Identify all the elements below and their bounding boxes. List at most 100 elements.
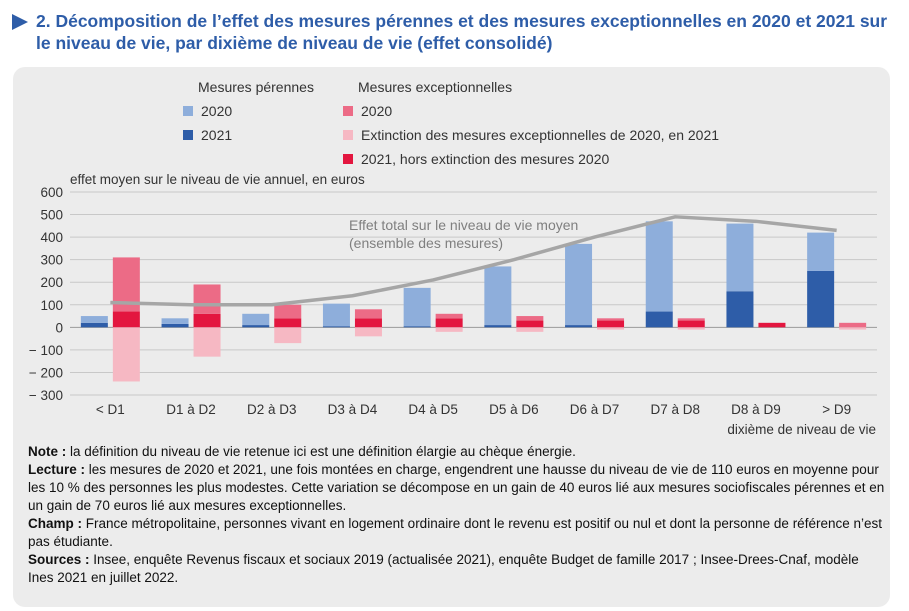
note-label: Lecture : <box>28 462 86 477</box>
title-arrow-icon <box>12 14 28 30</box>
bar-extinction <box>839 327 867 330</box>
y-axis-label: effet moyen sur le niveau de vie annuel,… <box>70 172 365 187</box>
total-line-label: (ensemble des mesures) <box>349 235 503 251</box>
bar-perennes-2020 <box>565 243 593 326</box>
bar-extinction <box>435 327 463 332</box>
legend-swatch <box>343 154 353 164</box>
note-label: Champ : <box>28 516 82 531</box>
bar-perennes-2021 <box>80 322 108 328</box>
bar-extinction <box>354 327 382 337</box>
bar-exceptionnelles-2020 <box>354 309 382 319</box>
bar-hors-extinction <box>597 320 625 328</box>
note-text: la définition du niveau de vie retenue i… <box>66 444 576 459</box>
bar-perennes-2021 <box>565 325 593 328</box>
legend-swatch <box>183 106 193 116</box>
bar-exceptionnelles-2020 <box>597 318 625 321</box>
y-tick-label: 0 <box>55 320 63 335</box>
y-tick-label: 300 <box>40 253 63 268</box>
bar-hors-extinction <box>274 318 302 328</box>
bar-exceptionnelles-2020 <box>435 313 463 319</box>
legend-item-hors-extinction: 2021, hors extinction des mesures 2020 <box>343 151 609 167</box>
bar-perennes-2020 <box>726 223 754 292</box>
bar-hors-extinction <box>758 322 786 328</box>
y-tick-label: 500 <box>40 208 63 223</box>
legend-swatch <box>183 130 193 140</box>
bar-extinction <box>597 327 625 330</box>
bar-perennes-2021 <box>807 270 835 328</box>
bar-perennes-2021 <box>242 325 270 328</box>
legend-label: Extinction des mesures exceptionnelles d… <box>361 127 720 143</box>
note-label: Sources : <box>28 552 90 567</box>
x-tick-label: D2 à D3 <box>247 402 297 417</box>
bar-perennes-2021 <box>645 311 673 328</box>
bar-perennes-2021 <box>403 326 431 328</box>
bar-exceptionnelles-2020 <box>839 322 867 328</box>
y-tick-label: 400 <box>40 230 63 245</box>
bar-perennes-2020 <box>807 232 835 271</box>
x-axis-label: dixième de niveau de vie <box>727 422 876 437</box>
bar-hors-extinction <box>112 311 140 328</box>
x-tick-label: D3 à D4 <box>328 402 378 417</box>
bar-exceptionnelles-2020 <box>274 304 302 319</box>
y-tick-label: 200 <box>40 275 63 290</box>
note-label: Note : <box>28 444 67 459</box>
legend-group-exceptionnelles: Mesures exceptionnelles <box>358 79 513 95</box>
note-item: Note : la définition du niveau de vie re… <box>28 443 888 461</box>
y-tick-label: − 300 <box>29 388 63 403</box>
total-effect-line <box>110 215 837 307</box>
legend-item-perennes-2020: 2020 <box>183 103 232 119</box>
bar-exceptionnelles-2020 <box>677 318 705 321</box>
bar-extinction <box>112 327 140 382</box>
note-item: Sources : Insee, enquête Revenus fiscaux… <box>28 551 888 587</box>
legend-swatch <box>343 130 353 140</box>
bar-perennes-2020 <box>242 313 270 326</box>
legend-item-perennes-2021: 2021 <box>183 127 232 143</box>
note-text: Insee, enquête Revenus fiscaux et sociau… <box>28 552 859 585</box>
x-tick-label: D1 à D2 <box>166 402 216 417</box>
bar-hors-extinction <box>677 320 705 328</box>
note-item: Lecture : les mesures de 2020 et 2021, u… <box>28 461 888 515</box>
x-tick-label: D8 à D9 <box>731 402 781 417</box>
legend-item-extinction: Extinction des mesures exceptionnelles d… <box>343 127 719 143</box>
chart-panel <box>13 67 890 607</box>
legend-label: 2020 <box>361 103 393 119</box>
bar-perennes-2020 <box>80 316 108 323</box>
x-tick-label: D4 à D5 <box>408 402 458 417</box>
bar-perennes-2020 <box>403 287 431 327</box>
note-text: France métropolitaine, personnes vivant … <box>28 516 882 549</box>
y-tick-label: − 200 <box>29 365 63 380</box>
note-item: Champ : France métropolitaine, personnes… <box>28 515 888 551</box>
bar-hors-extinction <box>435 318 463 328</box>
legend-item-exceptionnelles-2020: 2020 <box>343 103 392 119</box>
y-tick-label: 600 <box>40 185 63 200</box>
legend-swatch <box>343 106 353 116</box>
bar-exceptionnelles-2020 <box>516 316 544 321</box>
bar-perennes-2021 <box>322 326 350 328</box>
bar-extinction <box>677 327 705 330</box>
bar-perennes-2021 <box>726 291 754 328</box>
bar-perennes-2020 <box>484 266 512 326</box>
bar-perennes-2020 <box>322 303 350 327</box>
y-tick-label: − 100 <box>29 343 63 358</box>
total-line-label: Effet total sur le niveau de vie moyen <box>349 217 578 233</box>
x-tick-label: D6 à D7 <box>570 402 620 417</box>
legend-label: 2021 <box>201 127 233 143</box>
bar-hors-extinction <box>354 318 382 328</box>
note-text: les mesures de 2020 et 2021, une fois mo… <box>28 462 885 513</box>
legend-group-perennes: Mesures pérennes <box>198 79 314 95</box>
bar-hors-extinction <box>516 320 544 328</box>
x-tick-label: > D9 <box>822 402 851 417</box>
bar-extinction <box>516 327 544 332</box>
bar-perennes-2020 <box>161 318 189 324</box>
x-tick-label: D5 à D6 <box>489 402 539 417</box>
title-text: 2. Décomposition de l’effet des mesures … <box>36 11 888 53</box>
legend-label: 2021, hors extinction des mesures 2020 <box>361 151 610 167</box>
y-tick-label: 100 <box>40 298 63 313</box>
notes-block: Note : la définition du niveau de vie re… <box>28 443 888 587</box>
bar-extinction <box>274 327 302 344</box>
bar-perennes-2021 <box>161 323 189 328</box>
bar-exceptionnelles-2020 <box>193 284 221 314</box>
x-tick-label: < D1 <box>96 402 125 417</box>
bar-perennes-2021 <box>484 325 512 328</box>
